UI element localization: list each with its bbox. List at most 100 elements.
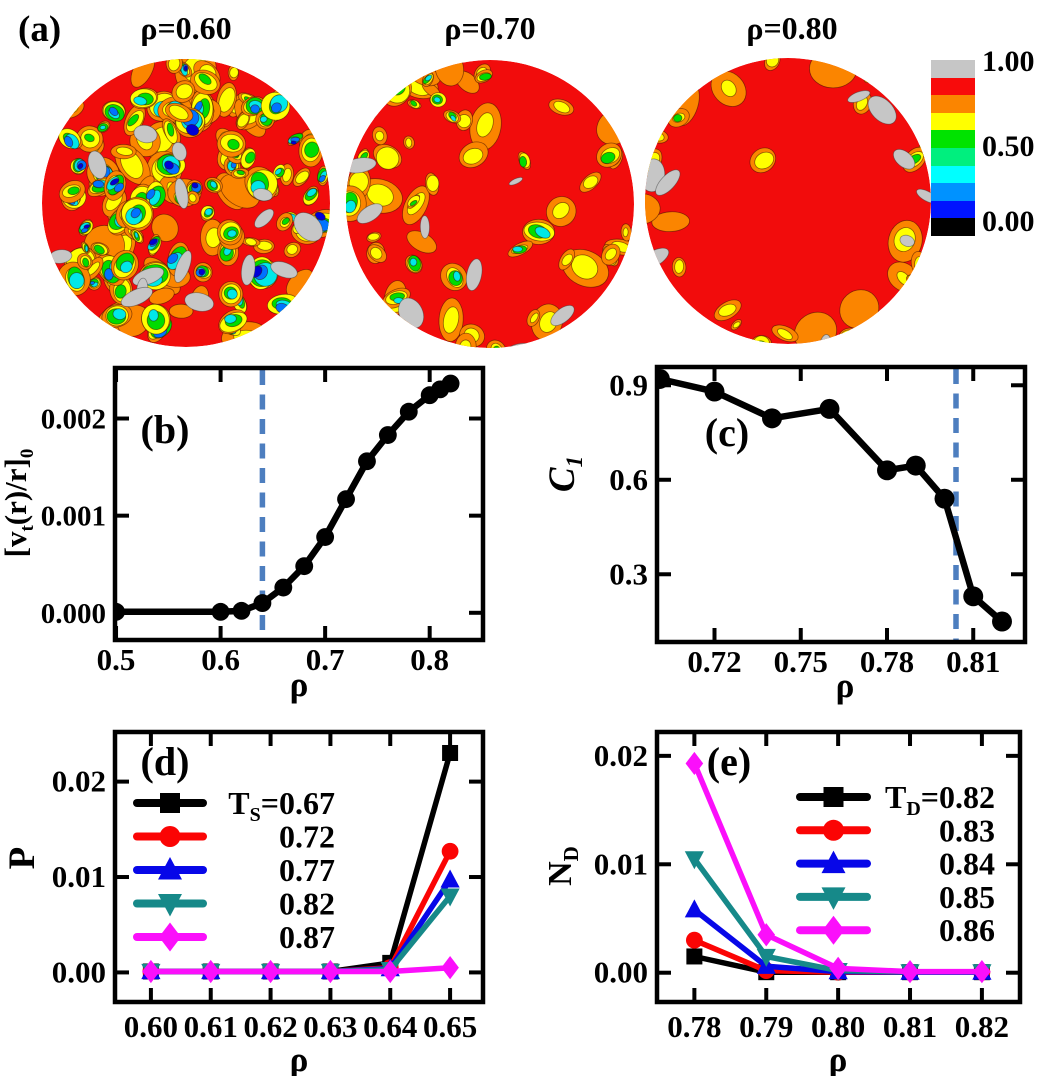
colorbar-label-mid: 0.50 [982,130,1035,163]
legend-marker [821,887,846,910]
contour-blob [236,169,245,176]
data-point [440,888,460,907]
contour-blob [450,114,457,122]
contour-blob [148,309,159,322]
x-tick-label: 0.81 [946,644,1000,679]
contour-blob [314,211,326,221]
x-tick-label: 0.7 [306,642,345,677]
contour-blob [583,175,599,189]
contour-blob [130,207,141,219]
colorbar-segment [931,147,975,166]
data-point [934,488,955,509]
panel-label: (c) [705,410,749,455]
gray-patch [120,286,153,308]
contour-blob [479,72,492,81]
gray-patch [550,305,575,326]
gray-patch [847,90,871,103]
contour-blob [183,65,188,72]
contour-blob [409,199,418,207]
y-axis-label: C1 [542,456,587,492]
contour-blob [426,174,440,192]
contour-blob [530,312,539,324]
contour-blob [227,229,237,238]
data-point [762,408,782,429]
contour-blob [462,147,484,165]
legend-label: 0.83 [939,812,995,848]
contour-disks-canvas [42,58,931,348]
data-point [963,586,984,607]
x-axis-label: ρ [290,1040,309,1076]
data-point [399,402,418,421]
x-tick-label: 0.63 [303,1009,357,1044]
x-tick-label: 0.79 [739,1009,793,1044]
contour-blob [295,170,310,184]
gray-patch [419,215,430,239]
contour-disk-0.60 [42,59,330,347]
legend-marker [822,915,845,945]
disk-title-rho-080: ρ=0.80 [746,10,838,46]
contour-blob [270,102,282,114]
contour-blob [127,114,140,127]
x-tick-label: 0.64 [363,1009,417,1044]
data-point [685,931,703,949]
contour-blob [732,321,741,329]
gray-patch [87,150,107,180]
contour-blob [77,163,84,170]
contour-blob [600,151,616,164]
contour-blob [259,115,268,123]
legend-label: 0.87 [279,919,335,955]
y-axis-label: P [2,847,43,870]
contour-blob [168,59,181,72]
data-point [440,869,460,888]
legend-marker [160,793,180,813]
y-tick-label: 0.01 [52,859,106,894]
gray-patch [356,203,383,224]
data-point [704,381,725,402]
y-tick-label: 0.01 [594,846,648,881]
chart-panel-b: 0.5 0.6 0.7 0.8 0.000 0.001 0.002 (b) ρ [vt(r)/r]… [0,365,486,704]
data-point [274,578,293,597]
contour-blob [191,182,199,189]
panel-label: (e) [707,739,751,784]
gray-patch [916,188,931,204]
legend-marker [158,857,182,880]
data-point [973,960,991,984]
x-tick-label: 0.81 [883,1009,937,1044]
contour-blob [673,114,683,123]
x-tick-label: 0.60 [124,1009,178,1044]
x-axis-label: ρ [836,666,855,705]
contour-blob [244,151,256,164]
contour-blob [67,186,80,195]
y-tick-label: 0.6 [609,462,648,497]
colorbar-segment [931,60,975,78]
contour-blob [226,288,238,300]
legend-label: 0.84 [939,846,995,882]
gray-patch [899,234,915,247]
contour-blob [114,284,127,299]
contour-blob [168,104,189,121]
contour-blob [164,160,174,170]
x-tick-label: 0.80 [811,1009,865,1044]
contour-blob [561,253,573,266]
contour-blob [175,83,193,100]
data-point [253,594,272,613]
legend-label: 0.86 [939,912,995,948]
gray-patch [655,169,681,196]
contour-blob [765,58,780,68]
contour-blob [674,259,685,274]
contour-blob [306,188,317,197]
contour-blob [274,168,282,176]
contour-blob [145,188,156,200]
y-tick-label: 0.00 [594,955,648,990]
data-point [261,959,280,984]
contour-blob [250,104,260,114]
contour-blob [552,202,570,219]
contour-blob [92,180,105,188]
contour-blob [553,100,571,114]
data-point [316,528,335,546]
data-point [757,923,776,947]
contour-blob [409,257,418,267]
x-tick-label: 0.61 [184,1009,238,1044]
gray-patch [867,95,897,125]
data-point [211,602,230,621]
